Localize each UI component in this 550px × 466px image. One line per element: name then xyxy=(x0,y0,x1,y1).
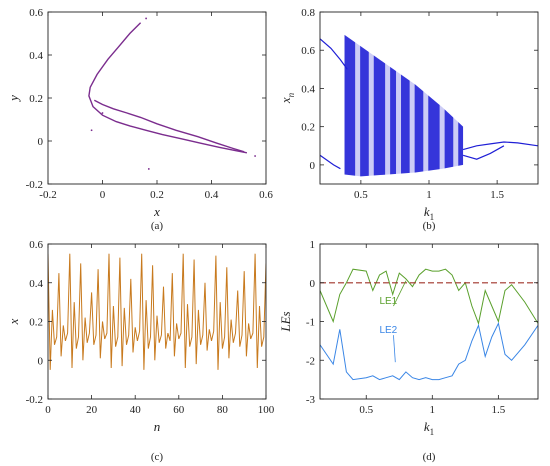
periodic-window xyxy=(368,12,374,184)
x-axis-label: k1 xyxy=(424,419,434,437)
panel-caption: (d) xyxy=(423,451,436,463)
plot-frame xyxy=(319,243,539,400)
periodic-window xyxy=(355,12,361,184)
y-tick-label: 0.4 xyxy=(29,50,43,62)
periodic-window xyxy=(396,12,402,184)
x-tick-label: 1 xyxy=(430,404,436,416)
y-tick-label: 0.4 xyxy=(29,278,43,290)
lower-branch xyxy=(320,154,341,170)
y-axis-label: xn xyxy=(278,92,296,104)
panel-caption: (c) xyxy=(151,451,164,463)
x-tick-label: -0.2 xyxy=(39,189,56,201)
y-tick-label: 0.2 xyxy=(29,93,43,105)
x-tick-label: 0.2 xyxy=(150,189,164,201)
y-tick-label: -2 xyxy=(306,355,315,367)
y-tick-label: 0 xyxy=(38,136,44,148)
x-tick-label: 1 xyxy=(426,189,432,201)
x-axis-label: x xyxy=(153,204,160,219)
plot-area-d xyxy=(320,268,538,381)
x-tick-label: 1.5 xyxy=(491,404,505,416)
y-tick-label: 0.8 xyxy=(301,7,315,19)
y-tick-label: 0.2 xyxy=(301,122,315,134)
attractor-point xyxy=(147,168,150,170)
periodic-window xyxy=(385,12,391,184)
x-tick-label: 60 xyxy=(173,404,185,416)
period-branch-lower xyxy=(462,145,505,160)
x-axis-label: n xyxy=(154,419,161,434)
y-tick-label: -1 xyxy=(306,317,315,329)
periodic-window xyxy=(453,12,459,184)
y-tick-label: -3 xyxy=(306,394,316,406)
periodic-window xyxy=(439,12,445,184)
attractor-point xyxy=(254,155,256,157)
attractor-branch-1 xyxy=(93,99,245,153)
chaotic-region xyxy=(344,34,464,177)
period-branch-upper xyxy=(462,141,538,151)
y-tick-label: -0.2 xyxy=(26,179,43,191)
attractor-point xyxy=(90,129,93,132)
x-tick-label: 0 xyxy=(45,404,51,416)
x-tick-label: 0 xyxy=(100,189,106,201)
panel-b: 0.5 1 1.5 0 0.2 0.4 0.6 0.8 k1 xn (b) xyxy=(278,7,539,232)
panel-d: 0.5 1 1.5 -3 -2 -1 0 1 k1 LEs (d) LE1 LE2 xyxy=(278,239,539,463)
plot-frame xyxy=(47,11,267,185)
y-tick-label: -0.2 xyxy=(26,394,43,406)
plot-frame xyxy=(319,11,539,185)
x-tick-label: 40 xyxy=(130,404,142,416)
x-tick-label: 80 xyxy=(217,404,229,416)
plot-frame xyxy=(47,243,267,400)
upper-branch xyxy=(320,38,348,70)
y-axis-label: x xyxy=(6,318,21,325)
y-tick-label: 0 xyxy=(310,278,316,290)
plot-area-b xyxy=(320,12,538,184)
x-tick-label: 20 xyxy=(86,404,98,416)
attractor-point xyxy=(101,112,104,114)
periodic-window xyxy=(423,12,429,184)
x-tick-label: 0.6 xyxy=(259,189,273,201)
y-tick-label: 0.4 xyxy=(301,83,315,95)
y-tick-label: 0 xyxy=(310,160,316,172)
x-axis-label: k1 xyxy=(424,204,434,222)
plot-area-a xyxy=(88,17,256,170)
x-tick-label: 1.5 xyxy=(490,189,504,201)
y-tick-label: 0.6 xyxy=(29,7,43,19)
panel-c: 0 20 40 60 80 100-0.200.20.40.6nx(c) xyxy=(6,239,275,463)
time-series-line xyxy=(48,253,266,370)
panel-a: -0.2 0 0.2 0.4 0.6 -0.2 0 0.2 0.4 0.6 x y (a) xyxy=(6,7,273,232)
series-line-le1 xyxy=(320,268,538,326)
annotation-arrow xyxy=(393,280,407,307)
x-tick-label: 0.5 xyxy=(354,189,368,201)
plot-area-c xyxy=(48,253,266,370)
panel-caption: (a) xyxy=(151,220,164,232)
y-axis-label: LEs xyxy=(278,311,293,332)
panel-caption: (b) xyxy=(423,220,436,232)
x-tick-label: 0.5 xyxy=(359,404,373,416)
y-tick-label: 0.6 xyxy=(301,45,315,57)
x-tick-label: 0.4 xyxy=(205,189,219,201)
periodic-window xyxy=(409,12,415,184)
y-tick-label: 0.2 xyxy=(29,317,43,329)
series-line-le2 xyxy=(320,321,538,381)
y-tick-label: 0 xyxy=(38,355,44,367)
annotation-le2: LE2 xyxy=(379,325,397,336)
y-tick-label: 1 xyxy=(310,239,316,251)
attractor-point xyxy=(145,17,148,20)
y-tick-label: 0.6 xyxy=(29,239,43,251)
attractor-branch-0 xyxy=(88,22,248,154)
annotation-arrow xyxy=(393,335,396,363)
y-axis-label: y xyxy=(6,95,21,103)
x-tick-label: 100 xyxy=(258,404,275,416)
annotation-le1: LE1 xyxy=(379,296,397,307)
